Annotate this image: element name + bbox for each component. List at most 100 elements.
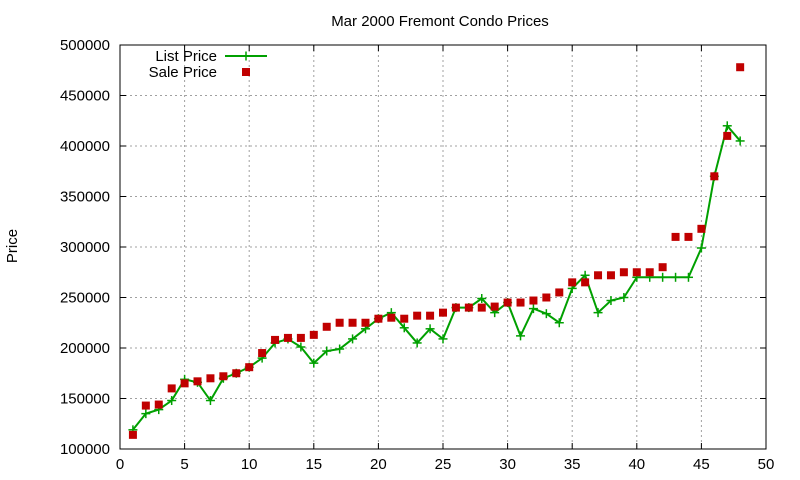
sale-price-point: [193, 377, 202, 386]
axis-ticks: 0 5 10 15 20 25 30 35 40 45 50 100000 150000 200000 25…: [60, 37, 774, 473]
sale-price-point: [568, 278, 577, 287]
sale-price-point: [606, 271, 615, 280]
sale-price-point: [658, 263, 667, 272]
list-price-point: [205, 396, 215, 406]
sale-price-point: [697, 224, 706, 233]
sale-price-point: [619, 268, 628, 277]
y-tick-label: 250000: [60, 290, 110, 307]
sale-price-point: [594, 271, 603, 280]
sale-price-point: [464, 303, 473, 312]
list-price-point: [658, 272, 668, 282]
y-tick-label: 500000: [60, 37, 110, 54]
sale-price-point: [245, 363, 254, 372]
sale-price-point: [232, 369, 241, 378]
list-price-point: [309, 358, 319, 368]
x-tick-label: 40: [628, 456, 645, 473]
sale-price-point: [309, 330, 318, 339]
y-tick-label: 450000: [60, 88, 110, 105]
sale-price-point: [710, 172, 719, 181]
sale-price-point: [555, 288, 564, 297]
sale-price-point: [283, 333, 292, 342]
list-price-point: [167, 396, 177, 406]
sale-price-point: [361, 318, 370, 327]
list-price-point: [425, 324, 435, 334]
sale-price-point: [451, 303, 460, 312]
legend-label-sale-price: Sale Price: [149, 64, 217, 81]
legend-marker-list-price: [241, 51, 251, 61]
sale-price-point: [503, 298, 512, 307]
sale-price-point: [645, 268, 654, 277]
sale-price-point: [684, 232, 693, 241]
y-axis-label: Price: [4, 229, 21, 263]
sale-price-point: [219, 372, 228, 381]
list-price-point: [619, 293, 629, 302]
legend-label-list-price: List Price: [155, 48, 217, 65]
sale-price-point: [723, 131, 732, 140]
list-price-point: [399, 323, 409, 333]
list-price-point: [722, 121, 732, 131]
sale-price-point: [180, 379, 189, 388]
list-price-point: [593, 308, 603, 318]
sale-price-point: [529, 296, 538, 305]
x-tick-label: 0: [116, 456, 124, 473]
x-tick-label: 15: [305, 456, 322, 473]
list-price-point: [348, 334, 358, 344]
y-tick-label: 200000: [60, 340, 110, 357]
list-price-point: [335, 344, 345, 354]
sale-price-point: [322, 322, 331, 331]
y-tick-label: 350000: [60, 189, 110, 206]
y-tick-label: 400000: [60, 138, 110, 155]
sale-price-point: [736, 63, 745, 72]
sale-price-point: [271, 335, 280, 344]
sale-price-point: [439, 308, 447, 317]
x-tick-label: 30: [499, 456, 516, 473]
sale-price-point: [335, 318, 344, 327]
list-price-point: [696, 243, 706, 253]
sale-price-point: [490, 302, 499, 311]
list-price-point: [541, 309, 551, 319]
sale-price-point: [477, 303, 486, 312]
sale-price-point: [128, 430, 137, 439]
y-tick-label: 300000: [60, 239, 110, 256]
list-price-point: [141, 409, 151, 419]
list-price-point: [477, 294, 487, 304]
y-tick-label: 150000: [60, 391, 110, 408]
list-price-point: [554, 318, 564, 328]
list-price-point: [683, 272, 693, 282]
series-layer: [128, 63, 745, 439]
list-price-point: [580, 270, 590, 280]
sale-price-point: [400, 314, 409, 323]
chart-title: Mar 2000 Fremont Condo Prices: [331, 13, 549, 30]
sale-price-point: [374, 314, 383, 323]
x-tick-label: 20: [370, 456, 387, 473]
list-price-point: [412, 338, 422, 348]
list-price-point: [528, 304, 538, 314]
list-price-point: [735, 136, 745, 146]
sale-price-point: [258, 349, 267, 358]
list-price-point: [322, 346, 332, 356]
sale-price-point: [581, 278, 590, 287]
x-tick-label: 5: [180, 456, 188, 473]
x-tick-label: 45: [693, 456, 710, 473]
list-price-point: [438, 334, 448, 344]
sale-price-point: [632, 268, 641, 277]
x-tick-label: 25: [435, 456, 452, 473]
sale-price-point: [206, 374, 215, 383]
list-price-point: [671, 272, 681, 282]
list-price-point: [606, 296, 616, 306]
list-price-point: [296, 342, 306, 352]
sale-price-point: [141, 401, 150, 410]
y-tick-label: 100000: [60, 441, 110, 458]
sale-price-point: [671, 232, 680, 241]
sale-price-point: [296, 333, 305, 342]
x-tick-label: 50: [758, 456, 775, 473]
sale-price-point: [542, 293, 551, 302]
sale-price-point: [348, 318, 357, 327]
sale-price-point: [154, 400, 163, 409]
sale-price-point: [413, 311, 422, 320]
x-tick-label: 10: [241, 456, 258, 473]
x-tick-label: 35: [564, 456, 581, 473]
sale-price-point: [387, 313, 396, 322]
list-price-point: [516, 331, 526, 341]
